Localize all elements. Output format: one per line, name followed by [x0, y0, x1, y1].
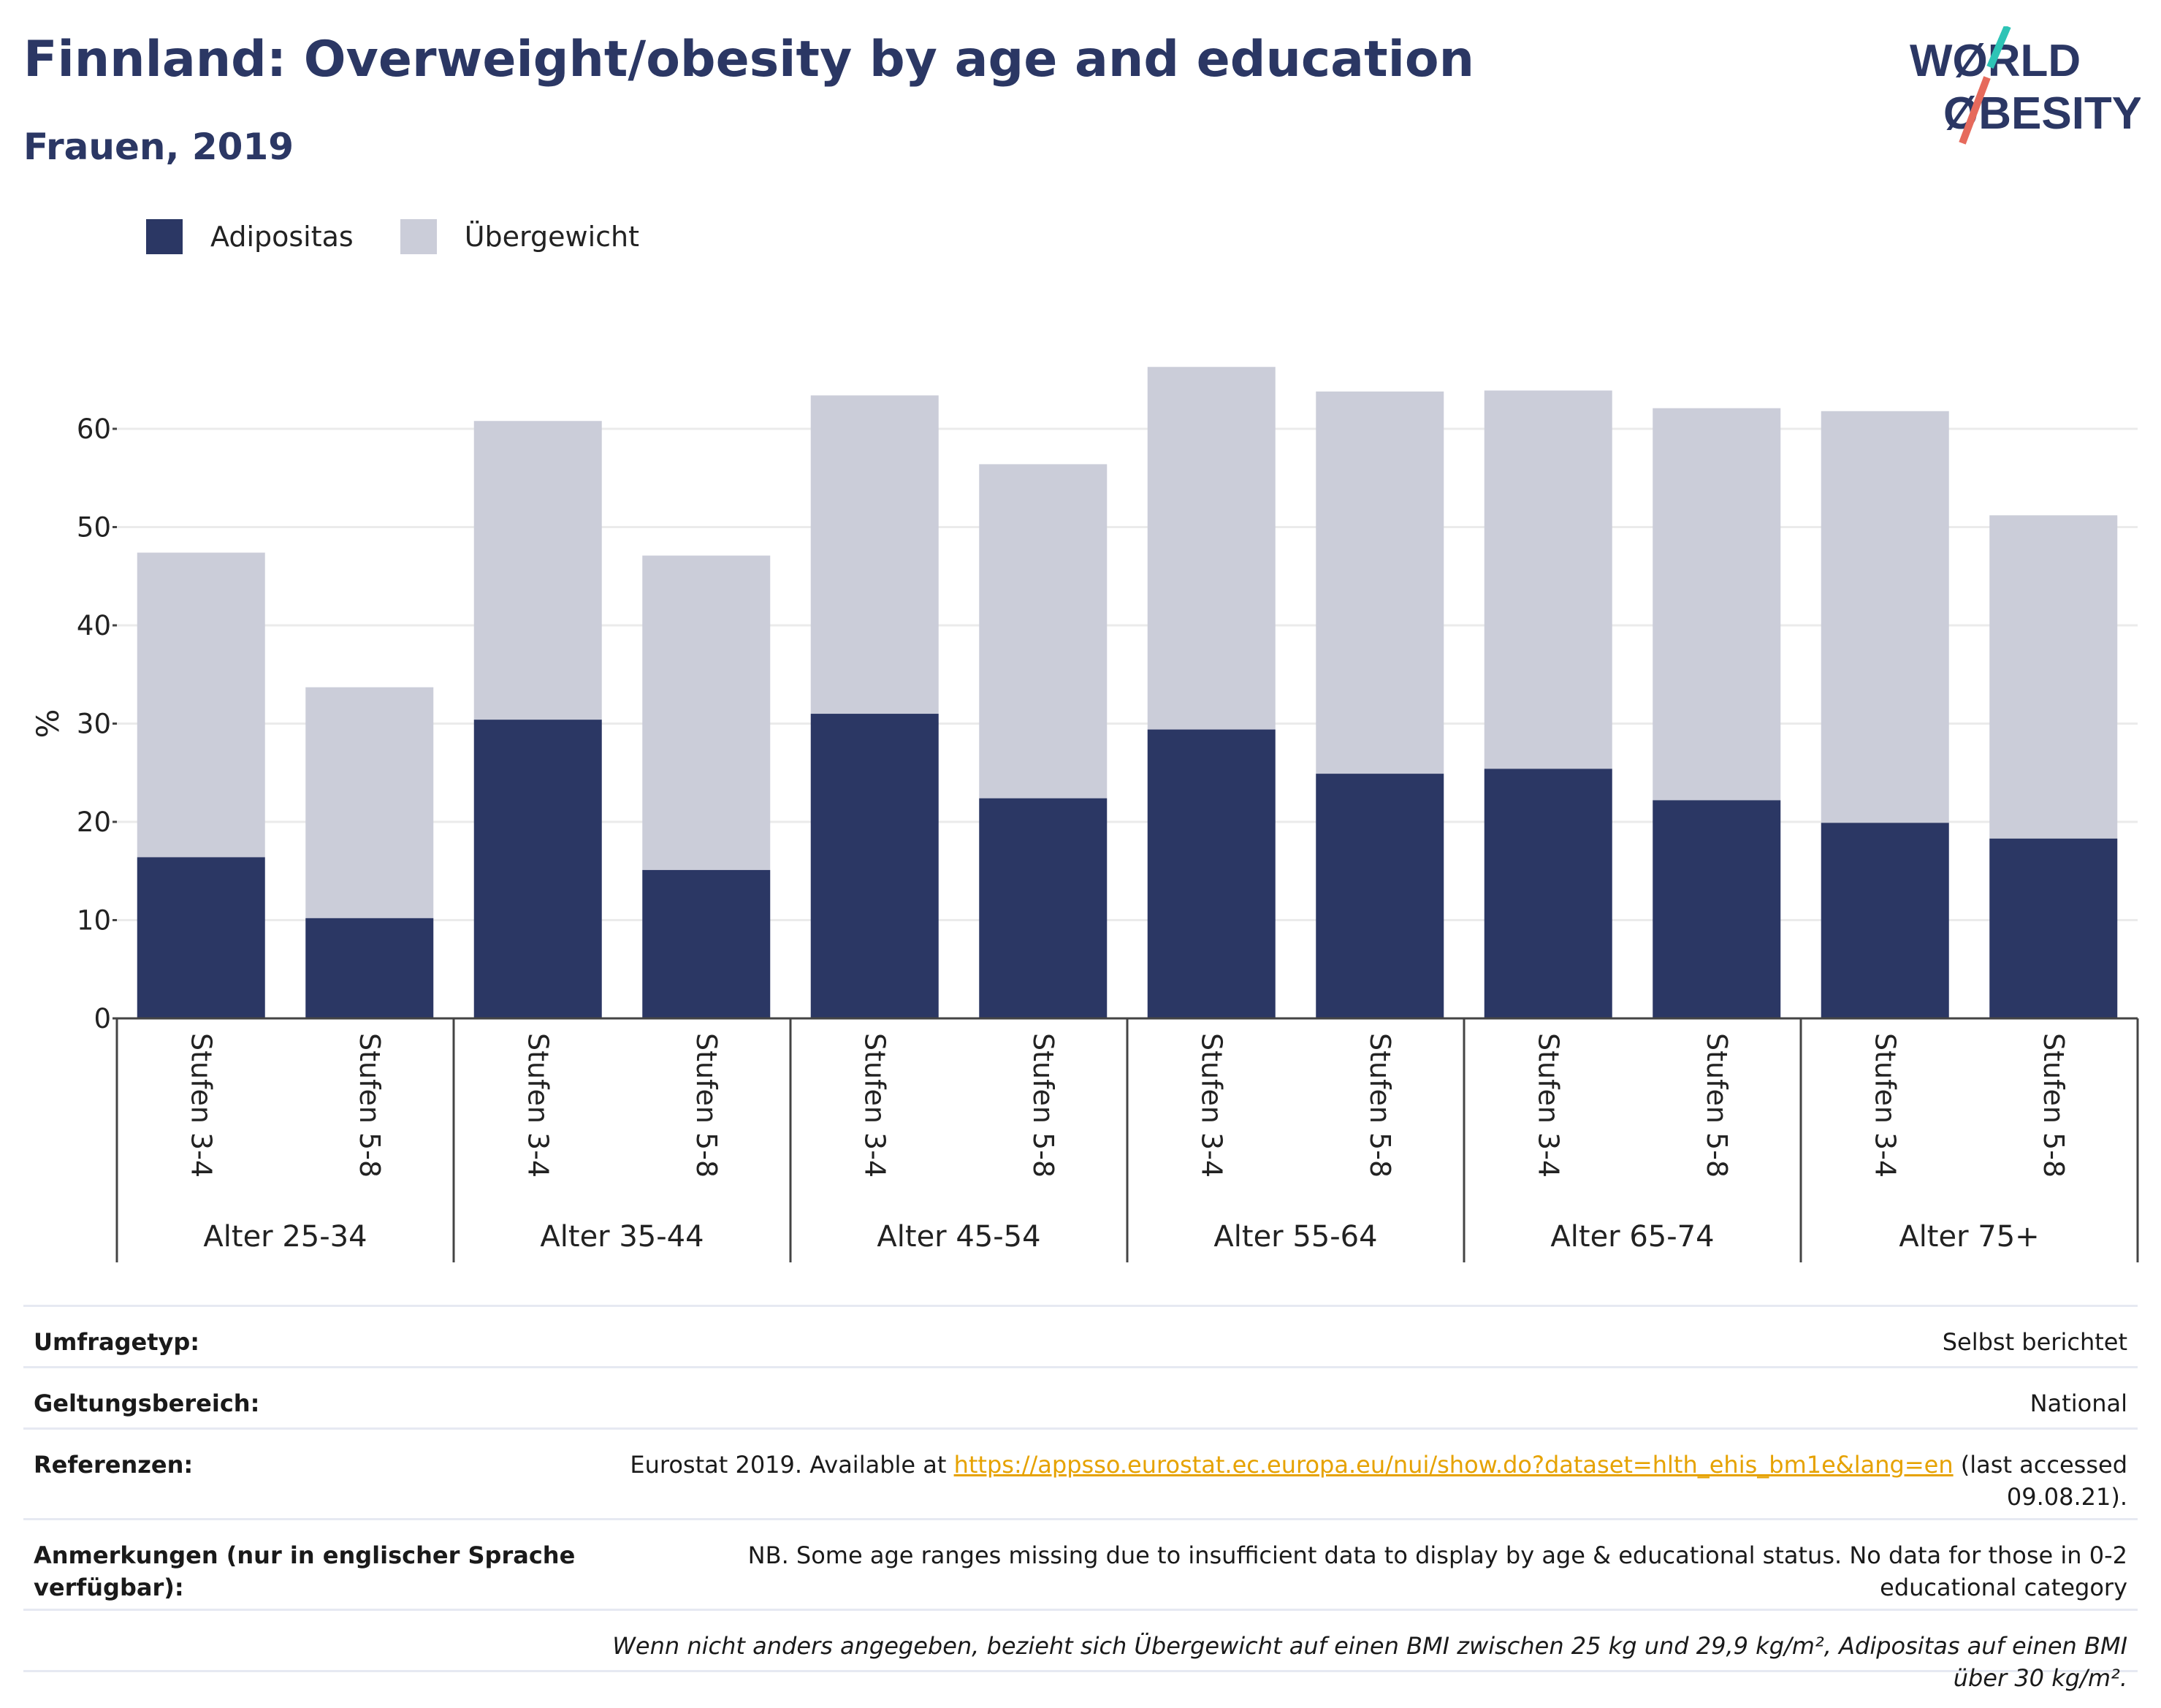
footnote-text: Wenn nicht anders angegeben, bezieht sic… — [612, 1632, 2127, 1692]
bar-overweight — [1147, 367, 1276, 730]
bar-chart: 0 10 20 30 40 50 60% Stufen 3-4 Stufen 5-8 Stufen… — [30, 367, 2139, 1262]
bar-overweight — [810, 395, 939, 714]
x-tick-label: Stufen 5-8 — [1027, 1033, 1059, 1178]
info-table-bottom-rule — [23, 1670, 2138, 1672]
bar-obesity — [1653, 800, 1781, 1018]
y-tick-label: 10 — [77, 905, 111, 937]
info-value-notes: NB. Some age ranges missing due to insuf… — [747, 1541, 2127, 1601]
bar-obesity — [979, 798, 1108, 1018]
info-row-references: Referenzen: Eurostat 2019. Available at … — [23, 1427, 2138, 1518]
info-row-notes: Anmerkungen (nur in englischer Sprache v… — [23, 1518, 2138, 1609]
reference-prefix: Eurostat 2019. Available at — [630, 1451, 954, 1479]
world-obesity-logo: WØRLD ØBESITY — [1910, 26, 2141, 145]
logo-slash-coral — [1959, 76, 1991, 145]
legend-label-obesity: Adipositas — [210, 221, 354, 253]
chart-subtitle: Frauen, 2019 — [23, 126, 294, 168]
bar-obesity — [1484, 769, 1612, 1018]
legend-swatch-obesity — [146, 219, 183, 254]
bar-overweight — [1653, 408, 1781, 801]
x-tick-label: Stufen 5-8 — [1364, 1033, 1396, 1178]
y-tick-label: 60 — [77, 413, 111, 445]
x-tick-label: Stufen 3-4 — [185, 1033, 217, 1178]
bar-overweight — [473, 421, 602, 720]
y-tick-label: 50 — [77, 512, 111, 544]
x-tick-label: Stufen 5-8 — [690, 1033, 723, 1178]
bar-overweight — [979, 464, 1108, 798]
y-tick-label: 20 — [77, 807, 111, 838]
bar-overweight — [1821, 411, 1949, 823]
info-row-scope: Geltungsbereich: National — [23, 1366, 2138, 1427]
y-tick-label: 0 — [94, 1003, 111, 1034]
bar-overweight — [1989, 515, 2118, 839]
info-label-survey-type: Umfragetyp: — [34, 1328, 200, 1356]
x-group-label: Alter 65-74 — [1550, 1220, 1714, 1254]
bar-overweight — [1316, 391, 1444, 774]
x-group-label: Alter 75+ — [1899, 1220, 2039, 1254]
bar-obesity — [1989, 838, 2118, 1018]
info-value-references: Eurostat 2019. Available at https://apps… — [608, 1449, 2127, 1513]
info-value-scope: National — [2029, 1389, 2127, 1417]
reference-suffix: (last accessed 09.08.21). — [1953, 1451, 2127, 1511]
bar-obesity — [473, 720, 602, 1018]
info-label-scope: Geltungsbereich: — [34, 1389, 260, 1417]
x-tick-label: Stufen 3-4 — [1869, 1033, 1901, 1178]
bar-overweight — [1484, 390, 1612, 769]
chart-title: Finnland: Overweight/obesity by age and … — [23, 31, 1475, 88]
legend-item-obesity[interactable]: Adipositas — [146, 219, 354, 254]
reference-link[interactable]: https://appsso.eurostat.ec.europa.eu/nui… — [953, 1451, 1954, 1479]
x-tick-label: Stufen 5-8 — [2038, 1033, 2070, 1178]
info-row-survey-type: Umfragetyp: Selbst berichtet — [23, 1305, 2138, 1366]
x-tick-label: Stufen 3-4 — [522, 1033, 554, 1178]
info-label-notes: Anmerkungen (nur in englischer Sprache v… — [34, 1541, 576, 1601]
bar-obesity — [137, 857, 265, 1018]
bar-overweight — [137, 552, 265, 858]
bar-obesity — [642, 869, 771, 1018]
bar-overweight — [642, 555, 771, 870]
y-tick-label: 30 — [77, 709, 111, 740]
x-tick-label: Stufen 3-4 — [858, 1033, 891, 1178]
info-label-references: Referenzen: — [34, 1451, 194, 1479]
legend-item-overweight[interactable]: Übergewicht — [400, 219, 639, 254]
x-tick-label: Stufen 3-4 — [1195, 1033, 1227, 1178]
x-group-label: Alter 35-44 — [540, 1220, 704, 1254]
info-row-footnote: Wenn nicht anders angegeben, bezieht sic… — [23, 1609, 2138, 1692]
legend-swatch-overweight — [400, 219, 437, 254]
bar-obesity — [305, 918, 434, 1018]
y-axis-label: % — [30, 709, 66, 739]
x-group-label: Alter 25-34 — [203, 1220, 367, 1254]
x-tick-label: Stufen 3-4 — [1532, 1033, 1564, 1178]
info-table: Umfragetyp: Selbst berichtet Geltungsber… — [23, 1305, 2138, 1692]
y-tick-label: 40 — [77, 610, 111, 641]
x-tick-label: Stufen 5-8 — [1701, 1033, 1733, 1178]
info-value-survey-type: Selbst berichtet — [1942, 1328, 2127, 1356]
x-tick-label: Stufen 5-8 — [354, 1033, 386, 1178]
x-group-label: Alter 45-54 — [877, 1220, 1040, 1254]
legend-label-overweight: Übergewicht — [464, 221, 639, 253]
x-group-label: Alter 55-64 — [1213, 1220, 1377, 1254]
logo-slash-teal — [1986, 26, 2011, 69]
bar-obesity — [1316, 774, 1444, 1018]
bar-overweight — [305, 687, 434, 918]
bar-obesity — [1821, 823, 1949, 1018]
bar-obesity — [810, 714, 939, 1018]
chart-legend: Adipositas Übergewicht — [146, 216, 686, 257]
bar-obesity — [1147, 729, 1276, 1018]
